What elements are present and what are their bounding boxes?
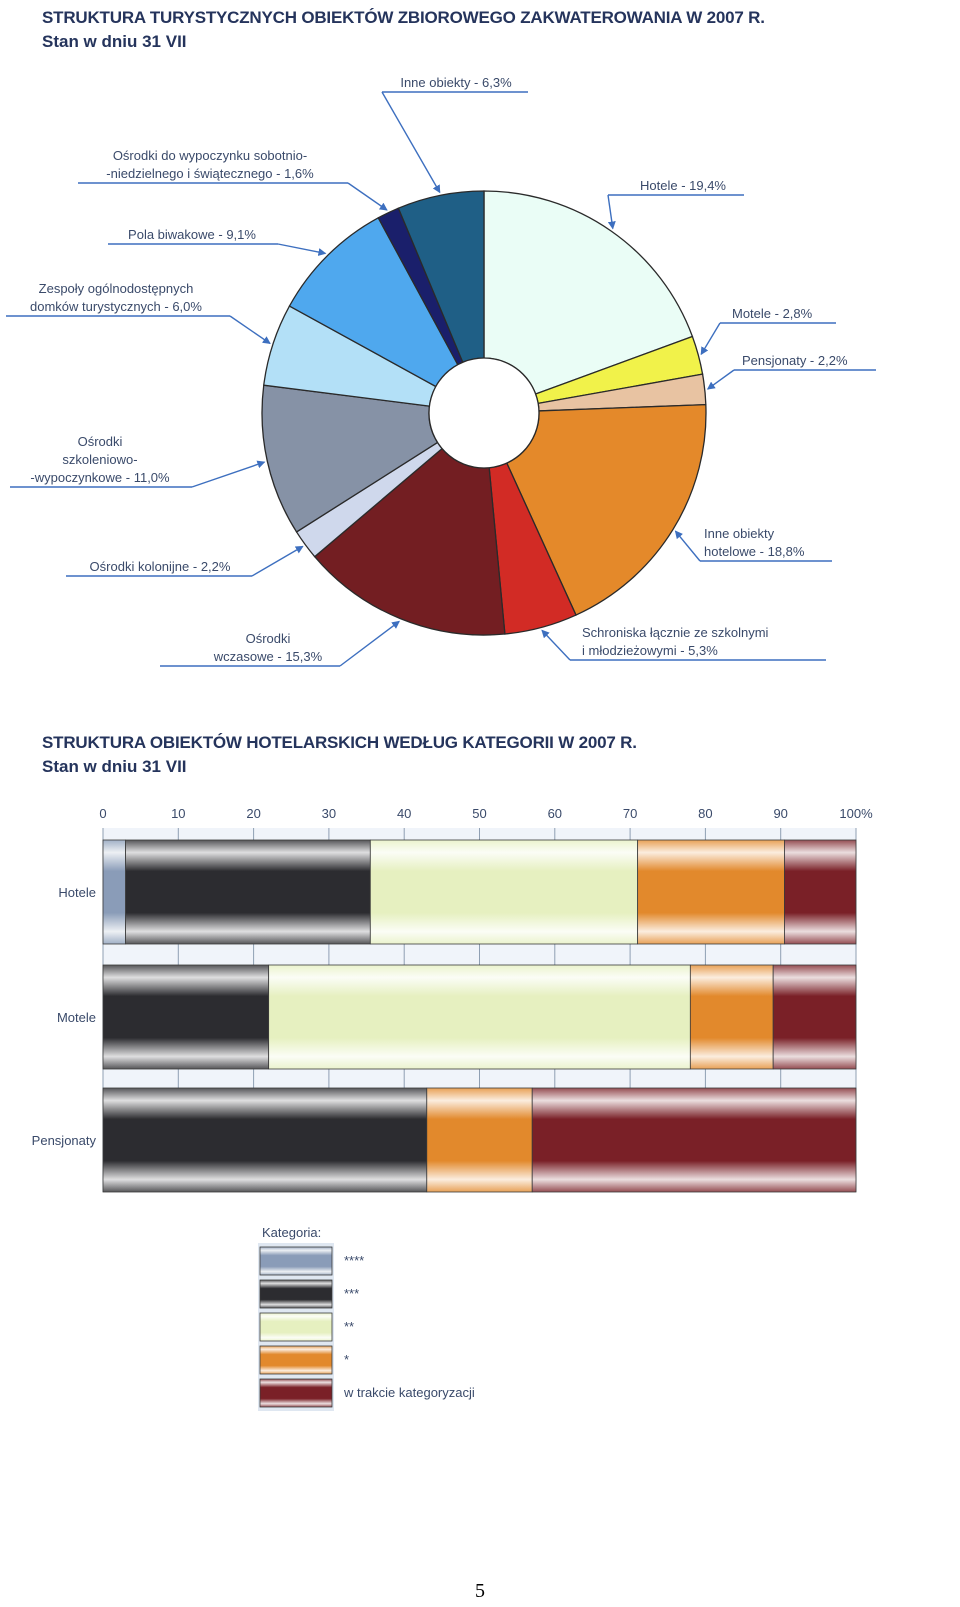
x-tick-label: 30 xyxy=(322,806,336,821)
legend-label: * xyxy=(344,1352,349,1367)
category-label: Hotele xyxy=(58,885,96,900)
pie-slice-label: Zespoły ogólnodostępnych xyxy=(39,281,194,296)
stacked-bar-chart: 0 10 20 30 40 50 60 70 80 90 100% Hotele Motele Pensj… xyxy=(32,806,873,1411)
legend-label: ** xyxy=(344,1319,354,1334)
pie-slice-label: Inne obiekty - 6,3% xyxy=(400,75,512,90)
pie-slice-label: Schroniska łącznie ze szkolnymi xyxy=(582,625,769,640)
pie-slice-label: Pensjonaty - 2,2% xyxy=(742,353,848,368)
pie-slice-label: Ośrodki do wypoczynku sobotnio- xyxy=(113,148,307,163)
legend-label: w trakcie kategoryzacji xyxy=(343,1385,475,1400)
legend-swatch xyxy=(259,1378,333,1408)
pie-slice-label: hotelowe - 18,8% xyxy=(704,544,805,559)
bar-chart-subtitle: Stan w dniu 31 VII xyxy=(42,757,187,776)
pie-slice-label: Ośrodki kolonijne - 2,2% xyxy=(90,559,231,574)
category-label: Motele xyxy=(57,1010,96,1025)
pie-label-arrow xyxy=(674,530,701,562)
bar-chart-title: STRUKTURA OBIEKTÓW HOTELARSKICH WEDŁUG K… xyxy=(42,733,637,752)
pie-label-arrow xyxy=(347,182,388,211)
pie-chart-title: STRUKTURA TURYSTYCZNYCH OBIEKTÓW ZBIOROW… xyxy=(42,8,765,27)
bar-segment xyxy=(426,1087,533,1193)
pie-slice-label: -niedzielnego i świątecznego - 1,6% xyxy=(106,166,314,181)
pie-label-arrow xyxy=(607,194,616,230)
pie-label-arrow xyxy=(541,629,571,661)
bar-segment xyxy=(772,964,857,1070)
legend-label: **** xyxy=(344,1253,364,1268)
pie-label-arrow xyxy=(381,91,441,194)
category-label: Pensjonaty xyxy=(32,1133,97,1148)
bar-segment xyxy=(369,839,639,945)
bar-segment xyxy=(125,839,371,945)
pie-slice-label: -wypoczynkowe - 11,0% xyxy=(30,470,170,485)
bar-segment xyxy=(102,964,270,1070)
legend-swatch xyxy=(259,1279,333,1309)
pie-chart-subtitle: Stan w dniu 31 VII xyxy=(42,32,187,51)
x-tick-label: 70 xyxy=(623,806,637,821)
legend-label: *** xyxy=(344,1286,359,1301)
pie-slice-label: Motele - 2,8% xyxy=(732,306,813,321)
pie-label-arrow xyxy=(700,322,721,356)
x-tick-label: 40 xyxy=(397,806,411,821)
x-tick-label: 20 xyxy=(246,806,260,821)
x-tick-label: 80 xyxy=(698,806,712,821)
pie-slice-label: Hotele - 19,4% xyxy=(640,178,726,193)
bar-segment xyxy=(531,1087,857,1193)
pie-label-arrow xyxy=(229,315,271,345)
bar-segment xyxy=(689,964,774,1070)
pie-label-arrow xyxy=(251,545,304,577)
x-tick-label: 100% xyxy=(839,806,873,821)
legend-swatch xyxy=(259,1312,333,1342)
x-tick-label: 10 xyxy=(171,806,185,821)
bar-segment xyxy=(102,1087,428,1193)
x-tick-label: 60 xyxy=(548,806,562,821)
pie-slice-label: Ośrodki xyxy=(78,434,123,449)
pie-slice-label: Pola biwakowe - 9,1% xyxy=(128,227,256,242)
pie-label-arrow xyxy=(339,620,401,667)
pie-label-arrow xyxy=(706,369,735,390)
pie-slice-label: szkoleniowo- xyxy=(62,452,137,467)
page-number: 5 xyxy=(475,1580,485,1602)
x-tick-label: 90 xyxy=(773,806,787,821)
pie-slice-label: Inne obiekty xyxy=(704,526,775,541)
legend-swatch xyxy=(259,1345,333,1375)
pie-slice-label: Ośrodki xyxy=(246,631,291,646)
x-tick-label: 0 xyxy=(99,806,106,821)
pie-chart: Hotele - 19,4% Motele - 2,8% Pensjonaty - … xyxy=(6,75,876,667)
bar-segment xyxy=(637,839,785,945)
bar-segment xyxy=(268,964,691,1070)
bar-segment xyxy=(784,839,857,945)
pie-slice-label: i młodzieżowymi - 5,3% xyxy=(582,643,718,658)
x-tick-label: 50 xyxy=(472,806,486,821)
legend-swatch xyxy=(259,1246,333,1276)
pie-label-arrow xyxy=(191,460,266,488)
bar-segment xyxy=(102,839,126,945)
pie-label-arrow xyxy=(277,243,327,256)
legend-title: Kategoria: xyxy=(262,1225,321,1240)
pie-slice-label: domków turystycznych - 6,0% xyxy=(30,299,202,314)
pie-slice-label: wczasowe - 15,3% xyxy=(213,649,323,664)
